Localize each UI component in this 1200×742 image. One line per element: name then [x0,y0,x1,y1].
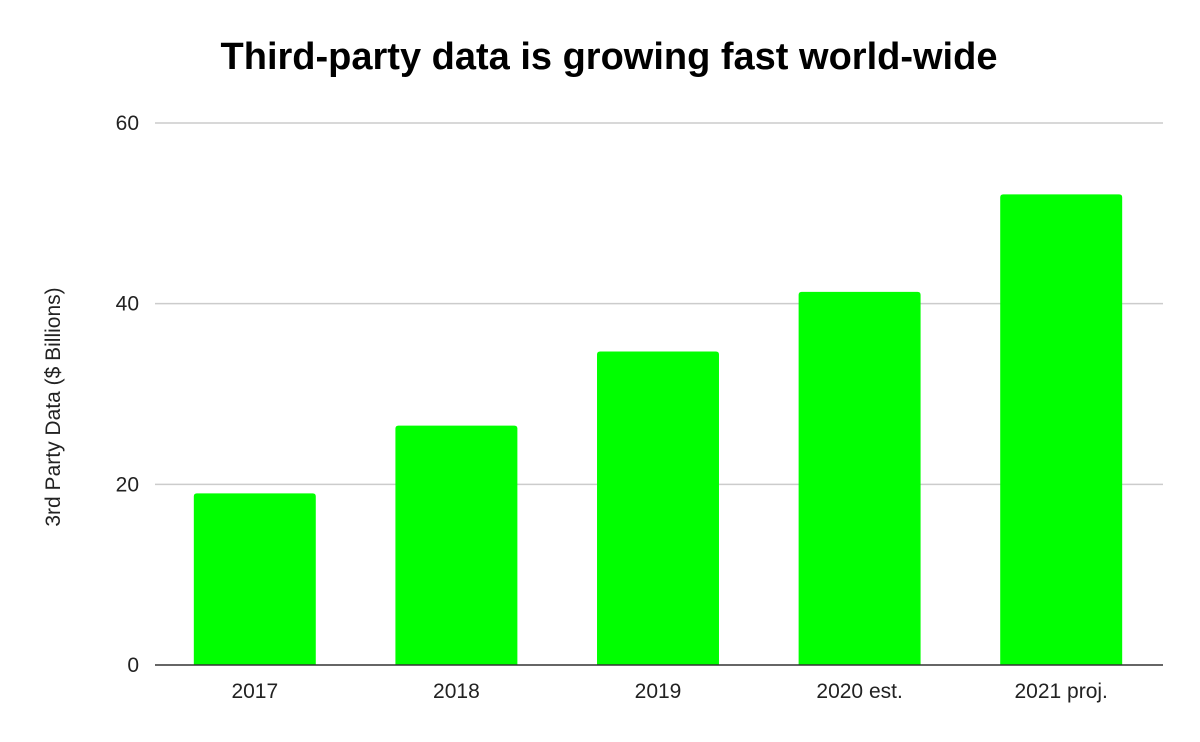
x-tick-label-2019: 2019 [635,680,682,703]
x-tick-label-2017: 2017 [231,680,278,703]
chart-title: Third-party data is growing fast world-w… [220,36,998,78]
x-tick-label-2020-est-: 2020 est. [816,680,902,703]
bar-2017 [193,493,316,665]
y-tick-label-0: 0 [127,654,139,677]
y-axis-title: 3rd Party Data ($ Billions) [42,287,65,526]
bars [193,194,1123,665]
x-tick-label-2018: 2018 [433,680,480,703]
axes: 0 20 40 60 2017 2018 2019 2020 est. 2021 proj. [116,112,1163,703]
y-tick-label-40: 40 [116,293,139,316]
y-tick-label-60: 60 [116,112,139,135]
bar-2020-est- [798,291,921,665]
bar-2021-proj- [1000,194,1123,665]
bar-2019 [597,351,719,665]
y-tick-label-20: 20 [116,473,139,496]
bar-2018 [395,425,518,665]
x-tick-label-2021-proj-: 2021 proj. [1014,680,1107,703]
